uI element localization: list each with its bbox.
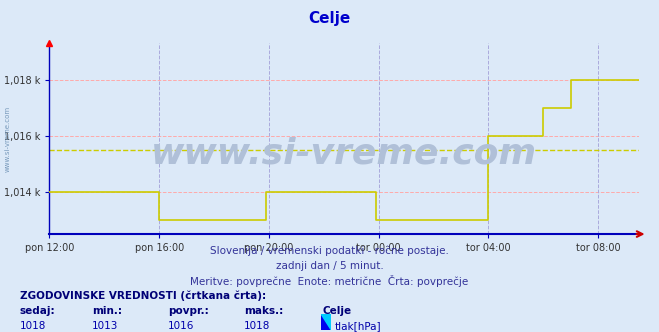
Text: zadnji dan / 5 minut.: zadnji dan / 5 minut. <box>275 261 384 271</box>
Text: tlak[hPa]: tlak[hPa] <box>335 321 382 331</box>
Text: 1018: 1018 <box>20 321 46 331</box>
Text: maks.:: maks.: <box>244 306 283 316</box>
Polygon shape <box>321 314 331 330</box>
Text: 1018: 1018 <box>244 321 270 331</box>
Text: www.si-vreme.com: www.si-vreme.com <box>152 137 537 171</box>
Text: 1016: 1016 <box>168 321 194 331</box>
Text: min.:: min.: <box>92 306 123 316</box>
Text: Meritve: povprečne  Enote: metrične  Črta: povprečje: Meritve: povprečne Enote: metrične Črta:… <box>190 275 469 287</box>
Text: povpr.:: povpr.: <box>168 306 209 316</box>
Polygon shape <box>321 314 331 330</box>
Text: ZGODOVINSKE VREDNOSTI (črtkana črta):: ZGODOVINSKE VREDNOSTI (črtkana črta): <box>20 291 266 301</box>
Text: Celje: Celje <box>308 11 351 26</box>
Text: 1013: 1013 <box>92 321 119 331</box>
Text: sedaj:: sedaj: <box>20 306 55 316</box>
Text: www.si-vreme.com: www.si-vreme.com <box>5 106 11 172</box>
Text: Celje: Celje <box>323 306 352 316</box>
Text: Slovenija / vremenski podatki - ročne postaje.: Slovenija / vremenski podatki - ročne po… <box>210 245 449 256</box>
